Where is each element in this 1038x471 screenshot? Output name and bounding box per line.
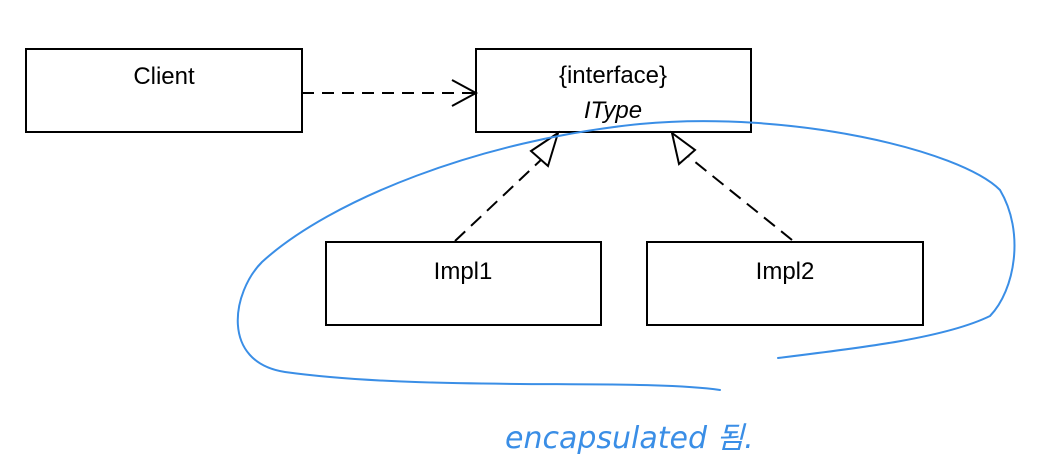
impl2-label: Impl2: [756, 258, 815, 285]
realization-line-impl1: [454, 157, 544, 242]
open-arrowhead: [451, 79, 479, 107]
dependency-arrow: [302, 79, 479, 107]
impl1-label: Impl1: [434, 258, 493, 285]
encapsulated-annotation: encapsulated 됨.: [505, 421, 754, 456]
client-box-rect: [25, 48, 303, 133]
client-class-box: Client: [25, 48, 303, 133]
interface-box-rect: [475, 48, 752, 133]
realization-arrow-impl1: [454, 130, 560, 242]
client-label: Client: [133, 63, 195, 90]
realization-line-impl2: [688, 156, 793, 241]
hollow-triangle-impl1: [529, 130, 560, 168]
impl2-box-rect: [646, 241, 924, 326]
encapsulation-loop: [236, 120, 1016, 391]
hollow-triangle-impl2: [670, 130, 697, 166]
interface-stereotype: {interface}: [559, 62, 667, 89]
impl2-class-box: Impl2: [646, 241, 924, 326]
interface-class-box: {interface} IType: [475, 48, 752, 133]
impl1-box-rect: [325, 241, 602, 326]
interface-name: IType: [584, 97, 642, 124]
realization-arrow-impl2: [670, 130, 793, 241]
impl1-class-box: Impl1: [325, 241, 602, 326]
